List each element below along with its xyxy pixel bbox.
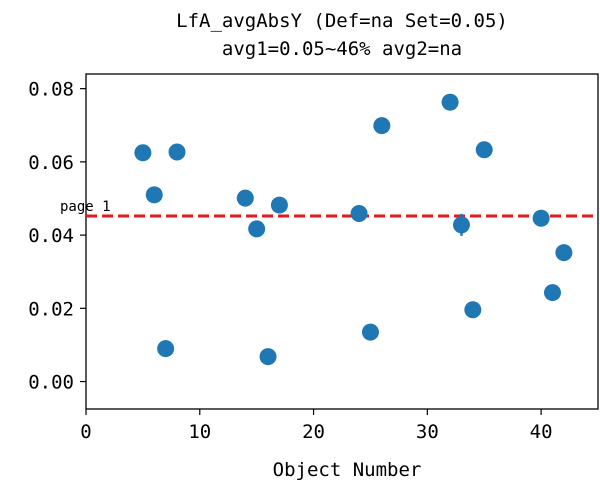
data-point xyxy=(532,209,550,227)
annotation-label: page 1 xyxy=(60,199,111,215)
x-tick-label: 0 xyxy=(80,421,91,443)
data-point xyxy=(157,340,175,358)
y-tick-label: 0.00 xyxy=(28,372,74,394)
data-point xyxy=(555,244,573,262)
data-point xyxy=(350,204,368,222)
data-point xyxy=(373,117,391,135)
data-point xyxy=(145,186,163,204)
y-tick-label: 0.04 xyxy=(28,225,74,247)
plot-frame xyxy=(85,73,599,410)
x-axis-label: Object Number xyxy=(273,459,422,481)
plot-area: page 1 xyxy=(60,73,599,410)
x-tick-label: 30 xyxy=(416,421,439,443)
y-tick-label: 0.08 xyxy=(28,79,74,101)
data-point xyxy=(236,189,254,207)
data-point xyxy=(464,301,482,319)
data-point xyxy=(259,348,277,366)
data-point xyxy=(543,284,561,302)
data-point xyxy=(452,216,470,234)
data-point xyxy=(248,220,266,238)
axis-ticks: 0 10 20 30 40 0.00 0.02 0.04 0.06 0.08 xyxy=(28,79,552,443)
data-point xyxy=(361,323,379,341)
y-tick-label: 0.06 xyxy=(28,152,74,174)
data-point xyxy=(168,143,186,161)
x-tick-label: 40 xyxy=(530,421,553,443)
chart-title-line2: avg1=0.05~46% avg2=na xyxy=(222,38,462,60)
y-tick-label: 0.02 xyxy=(28,298,74,320)
x-tick-label: 20 xyxy=(302,421,325,443)
x-tick-label: 10 xyxy=(188,421,211,443)
data-point xyxy=(441,93,459,111)
data-point xyxy=(475,141,493,159)
chart-title-line1: LfA_avgAbsY (Def=na Set=0.05) xyxy=(176,10,508,32)
data-point xyxy=(270,196,288,214)
data-point xyxy=(134,144,152,162)
